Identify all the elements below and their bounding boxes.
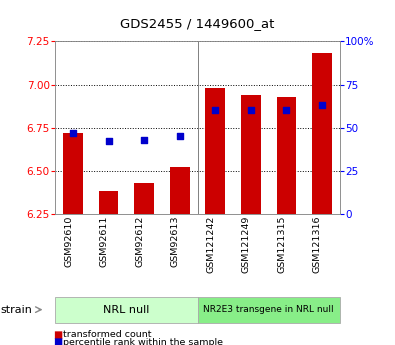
Text: GSM92612: GSM92612 [135,216,144,267]
Text: GSM121249: GSM121249 [242,216,251,273]
Point [70,130,76,136]
Text: NRL null: NRL null [103,305,150,315]
Text: GSM92610: GSM92610 [64,216,73,267]
Bar [134,183,154,214]
Text: GSM121242: GSM121242 [206,216,215,273]
Point [248,108,254,113]
Text: GSM121315: GSM121315 [277,216,286,273]
Point [141,137,147,142]
Text: strain: strain [1,305,33,315]
Text: ■: ■ [53,330,62,339]
Text: NR2E3 transgene in NRL null: NR2E3 transgene in NRL null [203,305,334,314]
Text: GSM92613: GSM92613 [171,216,180,267]
Point [177,134,183,139]
Text: ■: ■ [53,337,62,345]
Point [212,108,218,113]
Bar [170,167,190,214]
Bar [312,53,332,214]
Text: percentile rank within the sample: percentile rank within the sample [63,338,223,345]
Text: GSM92611: GSM92611 [100,216,109,267]
Point [319,102,325,108]
Point [283,108,290,113]
Bar [99,191,118,214]
Bar [63,133,83,214]
Bar [276,97,296,214]
Bar [241,95,261,214]
Bar [205,88,225,214]
Text: transformed count: transformed count [63,330,152,339]
Text: GDS2455 / 1449600_at: GDS2455 / 1449600_at [120,17,275,30]
Text: GSM121316: GSM121316 [313,216,322,273]
Point [105,139,112,144]
